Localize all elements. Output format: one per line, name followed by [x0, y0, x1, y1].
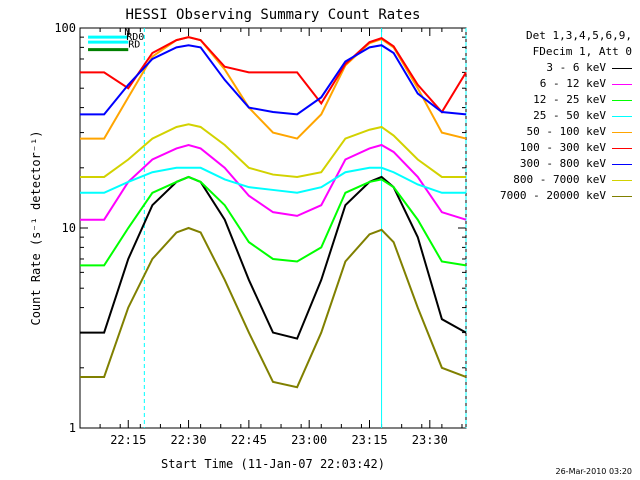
legend-item: 7000 - 20000 keV	[472, 188, 632, 204]
x-tick-label: 23:15	[351, 433, 387, 447]
legend-swatch	[612, 179, 632, 181]
legend-label: 300 - 800 keV	[519, 157, 606, 170]
series-line	[80, 36, 467, 140]
series-line	[80, 166, 466, 194]
legend-swatch	[612, 115, 632, 117]
y-axis-label: Count Rate (s⁻¹ detector⁻¹)	[29, 130, 43, 325]
legend-label: 25 - 50 keV	[533, 109, 606, 122]
x-tick-label: 23:30	[412, 433, 448, 447]
legend: Det 1,3,4,5,6,9, FDecim 1, Att 0 3 - 6 k…	[472, 28, 632, 204]
legend-item: 100 - 300 keV	[472, 140, 632, 156]
legend-swatch	[612, 131, 632, 133]
legend-label: 50 - 100 keV	[526, 125, 606, 138]
legend-swatch	[612, 83, 632, 85]
x-tick-label: 22:45	[231, 433, 267, 447]
flag-label: RD0	[126, 32, 144, 43]
legend-swatch	[612, 67, 632, 69]
y-tick-label: 100	[54, 21, 76, 35]
timestamp: 26-Mar-2010 03:20	[555, 467, 633, 476]
y-tick-label: 10	[62, 221, 76, 235]
legend-item: 800 - 7000 keV	[472, 172, 632, 188]
legend-header-2: FDecim 1, Att 0	[532, 45, 632, 58]
legend-item: 6 - 12 keV	[472, 76, 632, 92]
legend-swatch	[612, 99, 632, 101]
axis-box	[79, 27, 467, 429]
legend-label: 800 - 7000 keV	[513, 173, 606, 186]
legend-swatch	[612, 195, 632, 197]
legend-label: 100 - 300 keV	[519, 141, 606, 154]
legend-item: 3 - 6 keV	[472, 60, 632, 76]
series-line	[80, 36, 467, 114]
legend-label: 7000 - 20000 keV	[500, 189, 606, 202]
y-tick-label: 1	[69, 421, 76, 435]
legend-item: 300 - 800 keV	[472, 156, 632, 172]
series-line	[80, 143, 467, 221]
chart-title: HESSI Observing Summary Count Rates	[125, 7, 420, 23]
x-axis-label: Start Time (11-Jan-07 22:03:42)	[161, 457, 385, 471]
flag-label: N	[124, 27, 130, 38]
x-tick-label: 22:30	[171, 433, 207, 447]
x-tick-label: 23:00	[291, 433, 327, 447]
series-line	[80, 226, 467, 389]
legend-header-1: Det 1,3,4,5,6,9,	[526, 29, 632, 42]
series-line	[80, 175, 467, 267]
legend-swatch	[612, 147, 632, 149]
legend-label: 6 - 12 keV	[539, 77, 606, 90]
legend-item: 50 - 100 keV	[472, 124, 632, 140]
flag-label: RD	[128, 40, 140, 51]
series-line	[80, 175, 467, 340]
legend-item: 12 - 25 keV	[472, 92, 632, 108]
legend-label: 3 - 6 keV	[546, 61, 606, 74]
x-tick-label: 22:15	[110, 433, 146, 447]
series-line	[80, 123, 466, 178]
series-line	[80, 44, 467, 116]
legend-item: 25 - 50 keV	[472, 108, 632, 124]
legend-label: 12 - 25 keV	[533, 93, 606, 106]
legend-swatch	[612, 163, 632, 165]
